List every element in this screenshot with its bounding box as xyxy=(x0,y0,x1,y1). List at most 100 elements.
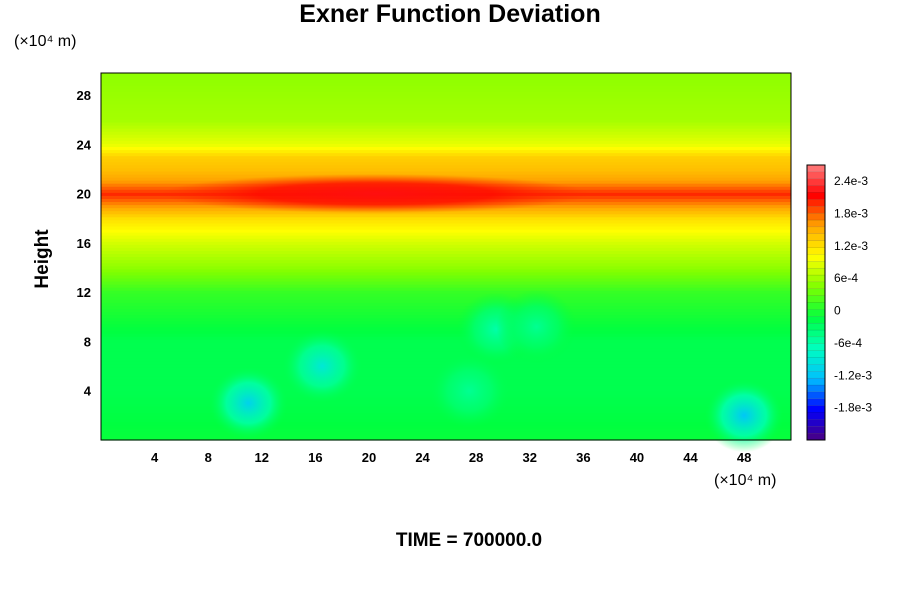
x-tick-label: 28 xyxy=(469,450,483,465)
colorbar-segment xyxy=(806,384,826,393)
field-band xyxy=(101,424,791,429)
field-band xyxy=(101,277,791,282)
field-band xyxy=(101,308,791,313)
field-band xyxy=(101,146,791,151)
field-band xyxy=(101,326,791,331)
colorbar-segment xyxy=(806,405,826,413)
field-band xyxy=(101,167,791,172)
colorbar-segment xyxy=(806,302,826,310)
colorbar-segment xyxy=(806,185,826,193)
field-band xyxy=(101,73,791,77)
colorbar-segment xyxy=(806,364,826,372)
field-band xyxy=(101,121,791,126)
field-band xyxy=(101,351,791,355)
colorbar-segment xyxy=(806,261,826,269)
x-tick-label: 44 xyxy=(683,450,698,465)
colorbar-segment xyxy=(806,412,826,420)
field-band xyxy=(101,134,791,138)
colorbar: 2.4e-3 1.8e-3 1.2e-3 6e-4 0 -6e-4 -1.2e-3 -1.8e… xyxy=(806,164,872,441)
colorbar-segment xyxy=(806,212,826,221)
x-tick-label: 8 xyxy=(205,450,212,465)
colorbar-segment xyxy=(806,343,826,351)
field-band xyxy=(101,140,791,144)
colorbar-tick-label: 6e-4 xyxy=(834,271,858,285)
field-band xyxy=(101,299,791,303)
field-band xyxy=(101,357,791,362)
field-band xyxy=(101,149,791,154)
field-band xyxy=(101,262,791,267)
field-band xyxy=(101,320,791,325)
field-band xyxy=(101,253,791,258)
y-tick-label: 28 xyxy=(77,88,91,103)
field-band xyxy=(101,109,791,114)
field-band xyxy=(101,250,791,255)
field-band xyxy=(101,259,791,264)
x-tick-label: 4 xyxy=(151,450,159,465)
colorbar-segment xyxy=(806,288,826,296)
colorbar-tick-label: -1.2e-3 xyxy=(834,368,872,382)
field-band xyxy=(101,222,791,227)
field-band xyxy=(101,311,791,316)
colorbar-segment xyxy=(806,432,826,441)
colorbar-segment xyxy=(806,267,826,276)
colorbar-segment xyxy=(806,240,826,248)
field-band xyxy=(101,280,791,285)
field-band xyxy=(101,106,791,111)
time-label: TIME = 700000.0 xyxy=(395,530,543,551)
field-band xyxy=(101,219,791,224)
colorbar-segment xyxy=(806,233,826,241)
field-band xyxy=(101,124,791,129)
field-minimum xyxy=(703,378,785,453)
colorbar-tick-label: -1.8e-3 xyxy=(834,401,872,415)
colorbar-segment xyxy=(806,199,826,207)
colorbar-segment xyxy=(806,357,826,365)
colorbar-frame xyxy=(806,164,826,441)
colorbar-segment xyxy=(806,329,826,338)
colorbar-segment xyxy=(806,226,826,234)
x-axis-ticks: 4 8 12 16 20 24 28 32 36 40 44 48 xyxy=(151,450,751,465)
field-band xyxy=(101,210,791,215)
field-band xyxy=(101,436,791,441)
field-band xyxy=(101,247,791,251)
field-maximum xyxy=(161,173,591,214)
field-band xyxy=(101,241,791,245)
field-band xyxy=(101,305,791,310)
y-unit-label: (×10⁴ m) xyxy=(14,33,77,50)
x-tick-label: 40 xyxy=(630,450,644,465)
field-band xyxy=(101,314,791,319)
field-band xyxy=(101,336,791,340)
field-band xyxy=(101,213,791,218)
field-band xyxy=(101,271,791,276)
colorbar-segment xyxy=(806,254,826,262)
field-band xyxy=(101,228,791,233)
x-tick-label: 32 xyxy=(523,450,537,465)
field-band xyxy=(101,97,791,102)
field-band xyxy=(101,131,791,135)
field-band xyxy=(101,274,791,279)
field-band xyxy=(101,332,791,337)
colorbar-segment xyxy=(806,281,826,289)
field-band xyxy=(101,256,791,261)
x-tick-label: 48 xyxy=(737,450,751,465)
field-band xyxy=(101,115,791,120)
field-band xyxy=(101,287,791,291)
colorbar-tick-label: 1.8e-3 xyxy=(834,207,868,221)
field-minimum xyxy=(429,353,510,428)
field-band xyxy=(101,137,791,141)
field-band xyxy=(101,79,791,83)
colorbar-segment xyxy=(806,350,826,358)
x-tick-label: 36 xyxy=(576,450,590,465)
field-band xyxy=(101,268,791,273)
field-band xyxy=(101,323,791,328)
field-band xyxy=(101,296,791,300)
colorbar-segment xyxy=(806,192,826,200)
field-band xyxy=(101,82,791,86)
field-band xyxy=(101,290,791,294)
colorbar-segment xyxy=(806,426,826,434)
field-band xyxy=(101,265,791,270)
y-tick-label: 16 xyxy=(77,236,91,251)
colorbar-segment xyxy=(806,219,826,228)
colorbar-segment xyxy=(806,295,826,303)
field-band xyxy=(101,235,791,239)
